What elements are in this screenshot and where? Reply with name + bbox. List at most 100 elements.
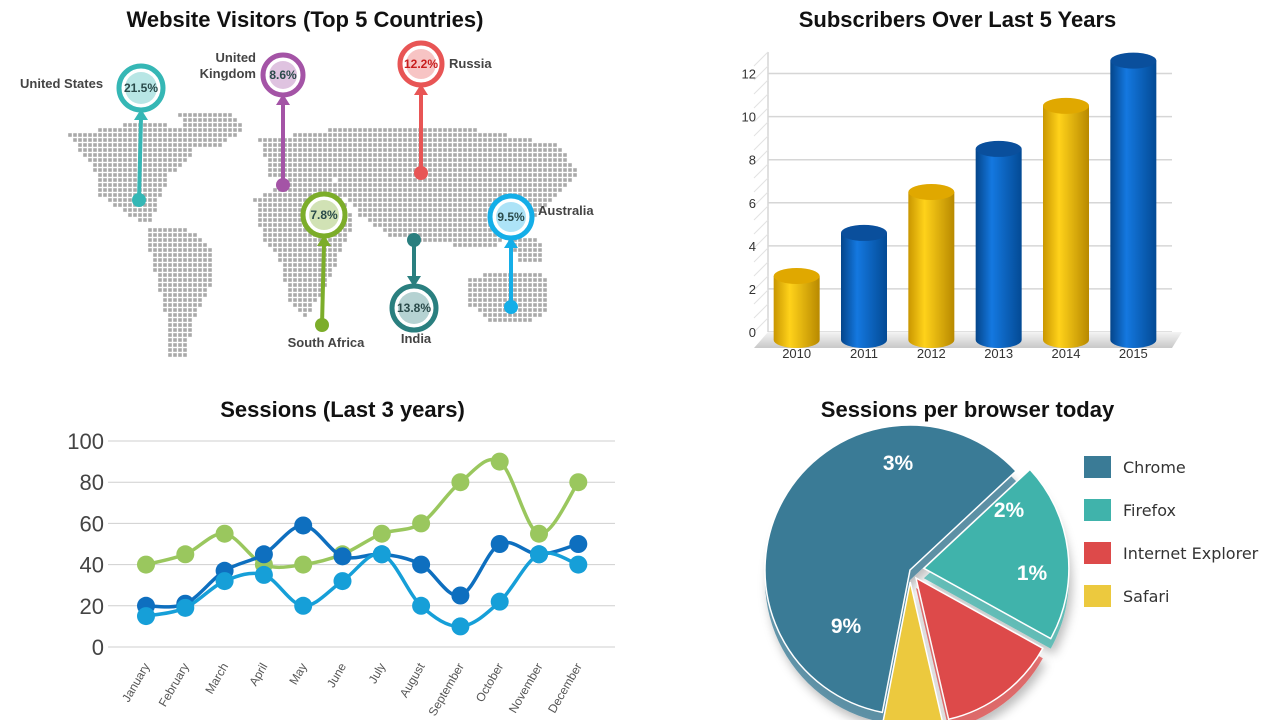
map-dot <box>373 138 377 142</box>
map-dot <box>203 293 207 297</box>
map-dot <box>383 188 387 192</box>
wall-line <box>753 177 769 193</box>
map-dot <box>468 178 472 182</box>
map-dot <box>303 238 307 242</box>
map-dot <box>328 183 332 187</box>
map-dot <box>98 158 102 162</box>
map-dot <box>113 163 117 167</box>
map-dot <box>273 198 277 202</box>
map-dot <box>513 148 517 152</box>
map-dot <box>198 298 202 302</box>
map-dot <box>513 143 517 147</box>
map-dot <box>528 188 532 192</box>
map-dot <box>133 178 137 182</box>
map-dot <box>493 163 497 167</box>
map-dot <box>503 148 507 152</box>
map-dot <box>173 318 177 322</box>
map-dot <box>298 208 302 212</box>
map-dot <box>123 138 127 142</box>
map-dot <box>308 298 312 302</box>
map-dot <box>278 208 282 212</box>
map-dot <box>173 353 177 357</box>
map-dot <box>283 223 287 227</box>
map-dot <box>158 163 162 167</box>
map-dot <box>498 238 502 242</box>
map-dot <box>423 153 427 157</box>
map-dot <box>483 273 487 277</box>
map-dot <box>323 163 327 167</box>
map-dot <box>428 148 432 152</box>
country-label: India <box>401 331 432 346</box>
map-dot <box>343 173 347 177</box>
map-dot <box>403 143 407 147</box>
map-dot <box>168 328 172 332</box>
map-dot <box>538 168 542 172</box>
map-dot <box>533 193 537 197</box>
series-point <box>294 516 313 535</box>
map-dot <box>308 158 312 162</box>
map-dot <box>468 288 472 292</box>
map-dot <box>528 138 532 142</box>
map-dot <box>313 143 317 147</box>
series-point <box>137 555 155 574</box>
map-dot <box>423 133 427 137</box>
map-dot <box>473 213 477 217</box>
map-dot <box>373 193 377 197</box>
map-dot <box>313 138 317 142</box>
map-dot <box>178 143 182 147</box>
map-dot <box>483 213 487 217</box>
map-dot <box>143 213 147 217</box>
map-dot <box>278 163 282 167</box>
map-dot <box>538 278 542 282</box>
map-dot <box>188 148 192 152</box>
callout-ring <box>116 63 166 113</box>
map-dot <box>348 178 352 182</box>
map-dot <box>128 123 132 127</box>
map-dot <box>393 213 397 217</box>
map-dot <box>278 158 282 162</box>
map-dot <box>173 278 177 282</box>
map-dot <box>498 308 502 312</box>
map-dot <box>353 173 357 177</box>
map-dot <box>383 128 387 132</box>
map-dot <box>428 128 432 132</box>
map-dot <box>428 208 432 212</box>
map-dot <box>208 258 212 262</box>
map-dot <box>428 218 432 222</box>
map-dot <box>453 143 457 147</box>
map-dot <box>393 153 397 157</box>
map-dot <box>463 163 467 167</box>
map-dot <box>408 193 412 197</box>
map-dot <box>178 298 182 302</box>
map-dot <box>303 228 307 232</box>
map-dot <box>283 268 287 272</box>
map-dot <box>128 183 132 187</box>
map-dot <box>333 158 337 162</box>
map-dot <box>463 193 467 197</box>
callout-value: 9.5% <box>497 210 525 224</box>
map-dot <box>423 233 427 237</box>
map-dot <box>343 138 347 142</box>
map-dot <box>313 263 317 267</box>
map-dot <box>448 238 452 242</box>
map-dot <box>273 203 277 207</box>
map-dot <box>498 188 502 192</box>
map-dot <box>468 148 472 152</box>
map-dot <box>478 138 482 142</box>
map-dot <box>163 233 167 237</box>
callout-marker <box>315 318 329 332</box>
map-dot <box>193 258 197 262</box>
map-dot <box>493 298 497 302</box>
map-dot <box>368 168 372 172</box>
map-dot <box>88 133 92 137</box>
series-point <box>451 617 470 636</box>
map-dot <box>533 273 537 277</box>
map-dot <box>83 143 87 147</box>
map-dot <box>423 188 427 192</box>
map-dot <box>318 273 322 277</box>
map-dot <box>318 258 322 262</box>
map-dot <box>163 148 167 152</box>
map-dot <box>393 218 397 222</box>
map-dot <box>203 133 207 137</box>
map-dot <box>183 298 187 302</box>
